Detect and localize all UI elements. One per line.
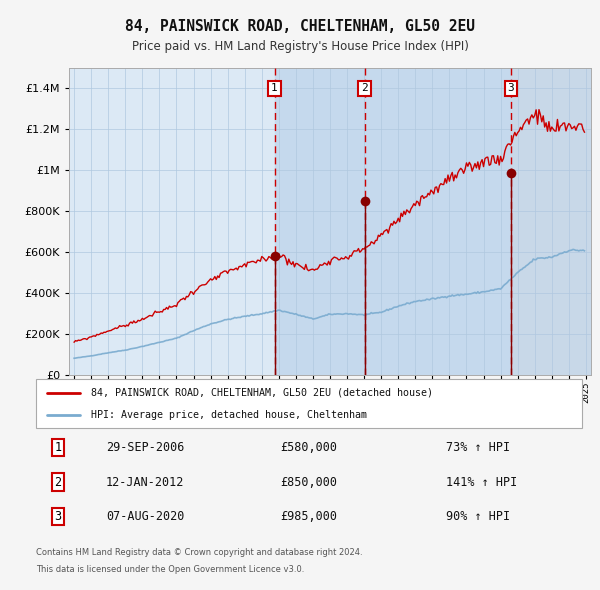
Text: £580,000: £580,000 xyxy=(281,441,337,454)
Text: 12-JAN-2012: 12-JAN-2012 xyxy=(106,476,184,489)
Text: £985,000: £985,000 xyxy=(281,510,337,523)
Bar xyxy=(275,68,365,375)
Text: 73% ↑ HPI: 73% ↑ HPI xyxy=(445,441,509,454)
Text: 3: 3 xyxy=(54,510,61,523)
Bar xyxy=(511,68,600,375)
Text: HPI: Average price, detached house, Cheltenham: HPI: Average price, detached house, Chel… xyxy=(91,409,367,419)
Text: 84, PAINSWICK ROAD, CHELTENHAM, GL50 2EU: 84, PAINSWICK ROAD, CHELTENHAM, GL50 2EU xyxy=(125,19,475,34)
Text: 141% ↑ HPI: 141% ↑ HPI xyxy=(445,476,517,489)
Text: Price paid vs. HM Land Registry's House Price Index (HPI): Price paid vs. HM Land Registry's House … xyxy=(131,40,469,53)
Text: 29-SEP-2006: 29-SEP-2006 xyxy=(106,441,184,454)
Text: 84, PAINSWICK ROAD, CHELTENHAM, GL50 2EU (detached house): 84, PAINSWICK ROAD, CHELTENHAM, GL50 2EU… xyxy=(91,388,433,398)
Text: This data is licensed under the Open Government Licence v3.0.: This data is licensed under the Open Gov… xyxy=(36,565,304,573)
Text: 2: 2 xyxy=(361,83,368,93)
Text: £850,000: £850,000 xyxy=(281,476,337,489)
Text: 1: 1 xyxy=(54,441,61,454)
Text: 07-AUG-2020: 07-AUG-2020 xyxy=(106,510,184,523)
Text: 1: 1 xyxy=(271,83,278,93)
Bar xyxy=(365,68,511,375)
Text: Contains HM Land Registry data © Crown copyright and database right 2024.: Contains HM Land Registry data © Crown c… xyxy=(36,548,362,557)
Text: 3: 3 xyxy=(508,83,514,93)
Text: 90% ↑ HPI: 90% ↑ HPI xyxy=(445,510,509,523)
Text: 2: 2 xyxy=(54,476,61,489)
